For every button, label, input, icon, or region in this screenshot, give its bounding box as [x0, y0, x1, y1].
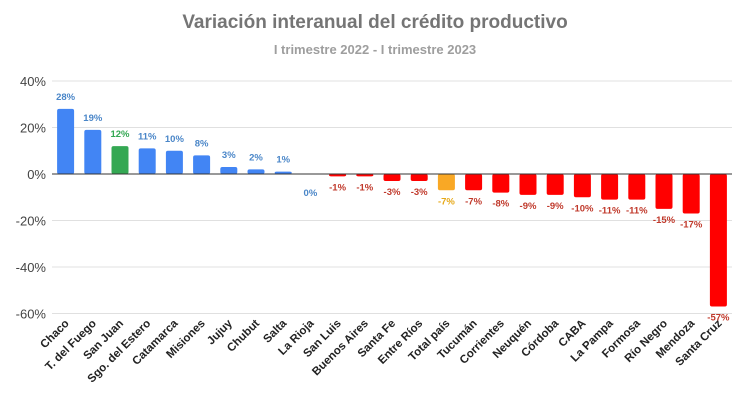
- data-label: 12%: [110, 129, 130, 140]
- chart-title: Variación interanual del crédito product…: [182, 12, 568, 33]
- bar: [57, 108, 75, 174]
- chart-subtitle: I trimestre 2022 - I trimestre 2023: [273, 42, 477, 57]
- data-label: 11%: [138, 131, 157, 142]
- y-tick-label: 0%: [27, 167, 46, 182]
- data-label: -7%: [438, 196, 455, 207]
- bar: [138, 148, 156, 174]
- bar: [519, 174, 537, 195]
- data-label: 2%: [249, 152, 263, 163]
- data-label: 28%: [56, 92, 76, 103]
- data-label: 10%: [165, 134, 185, 145]
- data-label: -9%: [520, 201, 537, 212]
- bar: [165, 150, 183, 174]
- bar: [492, 174, 510, 193]
- bar: [709, 174, 727, 307]
- bar: [573, 174, 591, 198]
- data-label: -1%: [356, 182, 373, 193]
- data-label: -11%: [626, 206, 648, 217]
- bar: [465, 174, 483, 191]
- bar: [193, 155, 211, 174]
- bar: [601, 174, 619, 200]
- data-label: -9%: [547, 201, 564, 212]
- bar: [84, 129, 102, 174]
- y-tick-label: -60%: [16, 307, 47, 322]
- data-label: -11%: [599, 206, 621, 217]
- bar: [655, 174, 673, 209]
- data-label: 1%: [276, 155, 290, 166]
- data-label: -3%: [411, 187, 428, 198]
- data-label: -7%: [465, 196, 482, 207]
- bar: [410, 174, 428, 181]
- data-label: -10%: [571, 203, 594, 214]
- data-label: -17%: [680, 220, 703, 231]
- bar: [383, 174, 401, 181]
- data-label: -57%: [707, 313, 730, 324]
- data-label: 19%: [83, 113, 103, 124]
- data-label: 3%: [222, 150, 236, 161]
- data-label: -8%: [492, 199, 509, 210]
- bar: [220, 167, 238, 174]
- y-tick-label: 40%: [20, 74, 46, 89]
- bar: [628, 174, 646, 200]
- bar: [546, 174, 564, 195]
- bar: [247, 169, 265, 174]
- data-label: -1%: [329, 182, 346, 193]
- data-label: -15%: [653, 215, 676, 226]
- bar: [437, 174, 455, 191]
- data-label: 8%: [195, 138, 209, 149]
- data-label: 0%: [304, 188, 318, 199]
- bar: [111, 146, 129, 174]
- bar: [356, 174, 374, 177]
- y-tick-label: 20%: [20, 121, 46, 136]
- data-label: -3%: [384, 187, 401, 198]
- bar: [329, 174, 347, 177]
- y-tick-label: -20%: [16, 214, 47, 229]
- bar: [274, 171, 292, 174]
- y-tick-label: -40%: [16, 260, 47, 275]
- bar: [682, 174, 700, 214]
